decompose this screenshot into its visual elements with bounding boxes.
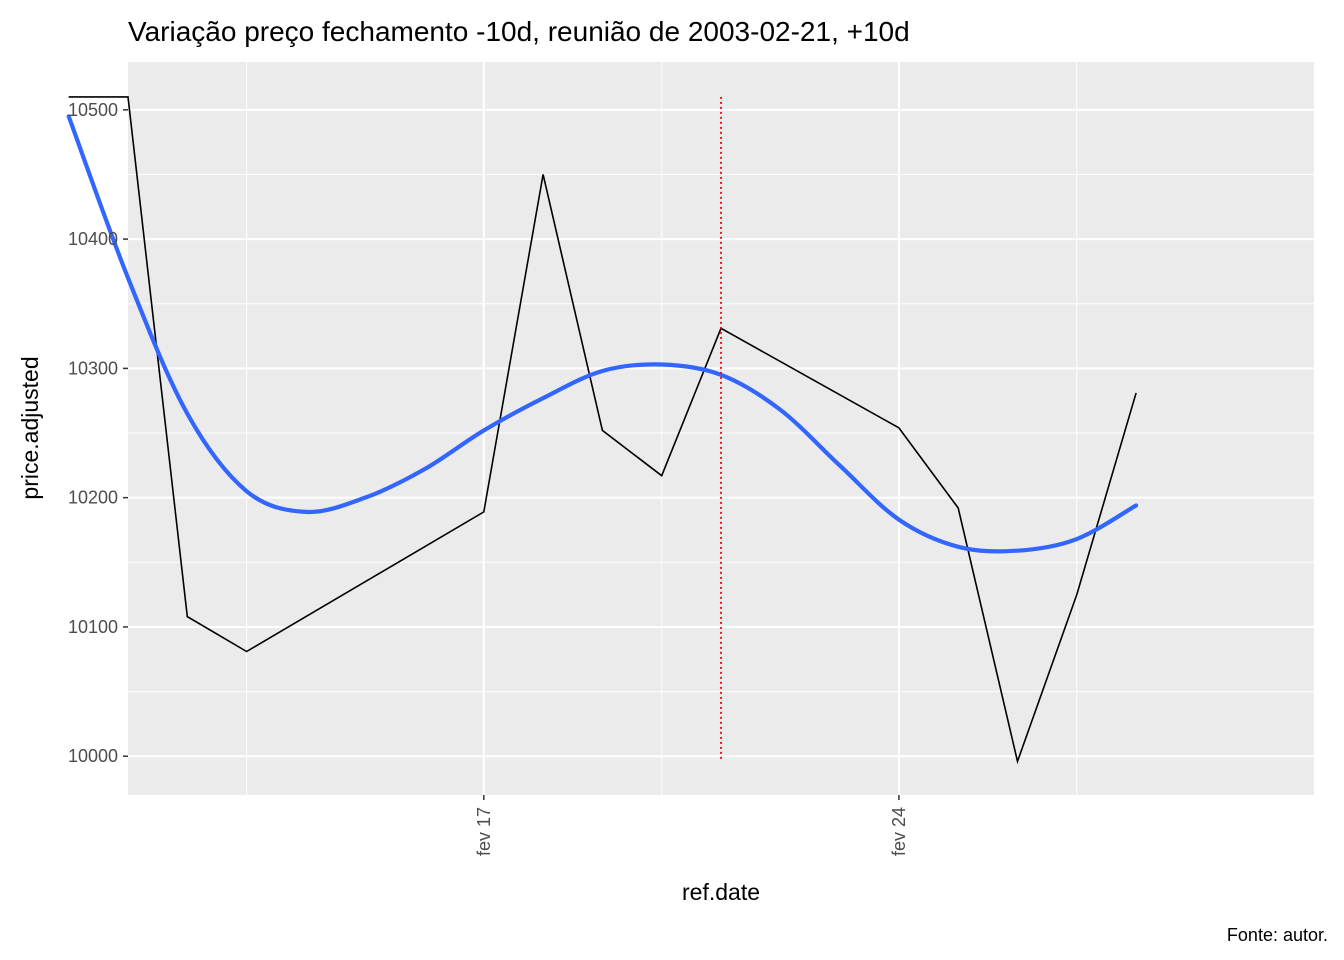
y-axis-title: price.adjusted — [17, 356, 43, 499]
price-line — [68, 96, 1137, 765]
y-tick-label: 10200 — [68, 488, 118, 508]
y-tick-label: 10500 — [68, 100, 118, 120]
y-tick-label: 10100 — [68, 617, 118, 637]
y-tick-label: 10300 — [68, 358, 118, 378]
x-axis-title: ref.date — [682, 879, 760, 905]
chart-title: Variação preço fechamento -10d, reunião … — [128, 16, 910, 47]
x-axis: fev 17 fev 24 — [474, 795, 909, 856]
x-tick-label: fev 17 — [474, 807, 494, 856]
y-tick-label: 10400 — [68, 229, 118, 249]
y-axis: 10000 10100 10200 10300 10400 10500 — [68, 100, 128, 766]
y-tick-label: 10000 — [68, 746, 118, 766]
caption: Fonte: autor. — [1227, 925, 1328, 945]
smooth-trend-line — [66, 114, 1139, 554]
series-layer — [66, 96, 1139, 765]
x-tick-label: fev 24 — [889, 807, 909, 856]
